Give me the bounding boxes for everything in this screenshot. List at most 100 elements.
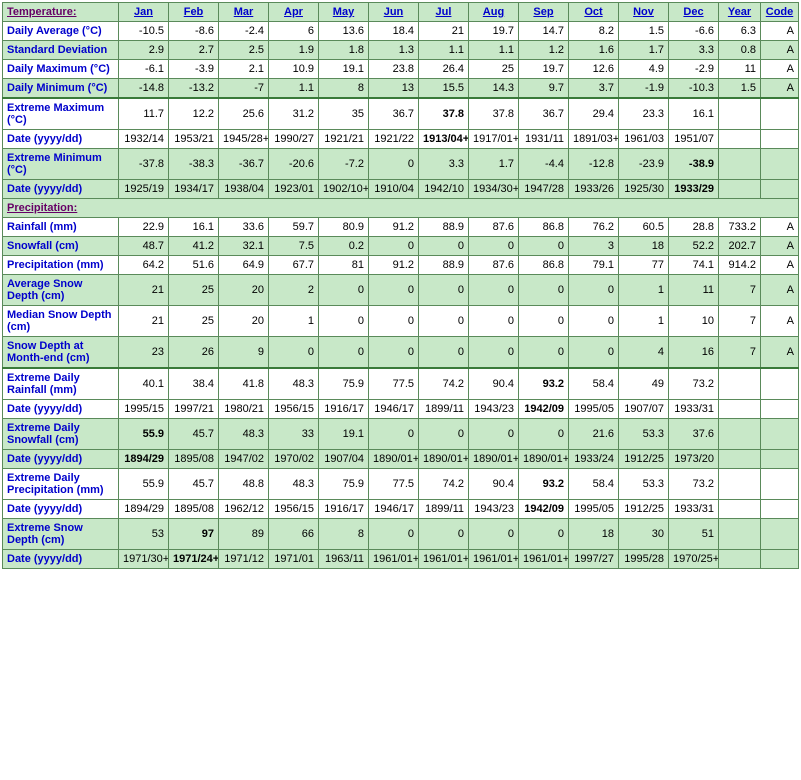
col-code: Code: [761, 3, 799, 22]
row-label: Extreme Maximum (°C): [3, 98, 119, 130]
cell: 0: [369, 275, 419, 306]
cell: 0: [319, 337, 369, 369]
cell: 19.7: [469, 22, 519, 41]
cell: 66: [269, 519, 319, 550]
col-jan: Jan: [119, 3, 169, 22]
cell: A: [761, 275, 799, 306]
col-aug: Aug: [469, 3, 519, 22]
cell: 0: [569, 337, 619, 369]
cell: 1933/31: [669, 500, 719, 519]
cell: 0: [419, 237, 469, 256]
section-title: Precipitation:: [3, 199, 799, 218]
cell: 1.1: [469, 41, 519, 60]
cell: 1899/11: [419, 500, 469, 519]
cell: 74.2: [419, 368, 469, 400]
cell: 1946/17: [369, 400, 419, 419]
cell: [719, 469, 761, 500]
col-mar: Mar: [219, 3, 269, 22]
cell: 64.2: [119, 256, 169, 275]
cell: 93.2: [519, 469, 569, 500]
col-may: May: [319, 3, 369, 22]
cell: 55.9: [119, 419, 169, 450]
cell: 58.4: [569, 469, 619, 500]
cell: 0: [519, 519, 569, 550]
cell: 81: [319, 256, 369, 275]
cell: 90.4: [469, 469, 519, 500]
cell: 1.5: [719, 79, 761, 99]
cell: 7.5: [269, 237, 319, 256]
cell: 1931/11: [519, 130, 569, 149]
col-sep: Sep: [519, 3, 569, 22]
cell: 51.6: [169, 256, 219, 275]
cell: 8: [319, 79, 369, 99]
cell: -2.4: [219, 22, 269, 41]
cell: 77: [619, 256, 669, 275]
cell: -7.2: [319, 149, 369, 180]
cell: 14.7: [519, 22, 569, 41]
cell: 0: [469, 306, 519, 337]
row-label: Extreme Daily Precipitation (mm): [3, 469, 119, 500]
cell: 1925/19: [119, 180, 169, 199]
cell: -7: [219, 79, 269, 99]
row-label: Date (yyyy/dd): [3, 450, 119, 469]
cell: 74.2: [419, 469, 469, 500]
cell: 53: [119, 519, 169, 550]
data-row: Extreme Minimum (°C)-37.8-38.3-36.7-20.6…: [3, 149, 799, 180]
cell: 2.7: [169, 41, 219, 60]
cell: 7: [719, 337, 761, 369]
cell: [761, 550, 799, 569]
cell: 16.1: [669, 98, 719, 130]
cell: 52.2: [669, 237, 719, 256]
cell: 87.6: [469, 256, 519, 275]
cell: A: [761, 22, 799, 41]
cell: 1943/23: [469, 500, 519, 519]
data-row: Date (yyyy/dd)1932/141953/211945/28+1990…: [3, 130, 799, 149]
cell: 97: [169, 519, 219, 550]
cell: 20: [219, 306, 269, 337]
cell: 76.2: [569, 218, 619, 237]
cell: 2.1: [219, 60, 269, 79]
cell: 38.4: [169, 368, 219, 400]
cell: 86.8: [519, 218, 569, 237]
data-row: Snowfall (cm)48.741.232.17.50.2000031852…: [3, 237, 799, 256]
row-label: Date (yyyy/dd): [3, 400, 119, 419]
data-row: Median Snow Depth (cm)21252010000001107A: [3, 306, 799, 337]
cell: 3: [569, 237, 619, 256]
cell: 0: [369, 337, 419, 369]
cell: -23.9: [619, 149, 669, 180]
cell: 1945/28+: [219, 130, 269, 149]
cell: 21.6: [569, 419, 619, 450]
cell: 1: [269, 306, 319, 337]
cell: 1923/01: [269, 180, 319, 199]
data-row: Extreme Daily Rainfall (mm)40.138.441.84…: [3, 368, 799, 400]
cell: 1899/11: [419, 400, 469, 419]
cell: 37.8: [419, 98, 469, 130]
cell: 37.8: [469, 98, 519, 130]
cell: 12.2: [169, 98, 219, 130]
cell: 3.3: [419, 149, 469, 180]
cell: [719, 450, 761, 469]
cell: -8.6: [169, 22, 219, 41]
cell: 733.2: [719, 218, 761, 237]
cell: -38.9: [669, 149, 719, 180]
cell: 1951/07: [669, 130, 719, 149]
cell: 1933/24: [569, 450, 619, 469]
cell: 55.9: [119, 469, 169, 500]
cell: 93.2: [519, 368, 569, 400]
cell: 1956/15: [269, 400, 319, 419]
cell: 15.5: [419, 79, 469, 99]
cell: 1947/28: [519, 180, 569, 199]
data-row: Snow Depth at Month-end (cm)232690000000…: [3, 337, 799, 369]
row-label: Daily Maximum (°C): [3, 60, 119, 79]
cell: 0: [469, 337, 519, 369]
cell: 22.9: [119, 218, 169, 237]
cell: 53.3: [619, 469, 669, 500]
cell: 4.9: [619, 60, 669, 79]
cell: -3.9: [169, 60, 219, 79]
cell: 1980/21: [219, 400, 269, 419]
row-label: Rainfall (mm): [3, 218, 119, 237]
row-label: Date (yyyy/dd): [3, 550, 119, 569]
data-row: Average Snow Depth (cm)21252020000001117…: [3, 275, 799, 306]
cell: 25: [169, 275, 219, 306]
cell: 3.3: [669, 41, 719, 60]
